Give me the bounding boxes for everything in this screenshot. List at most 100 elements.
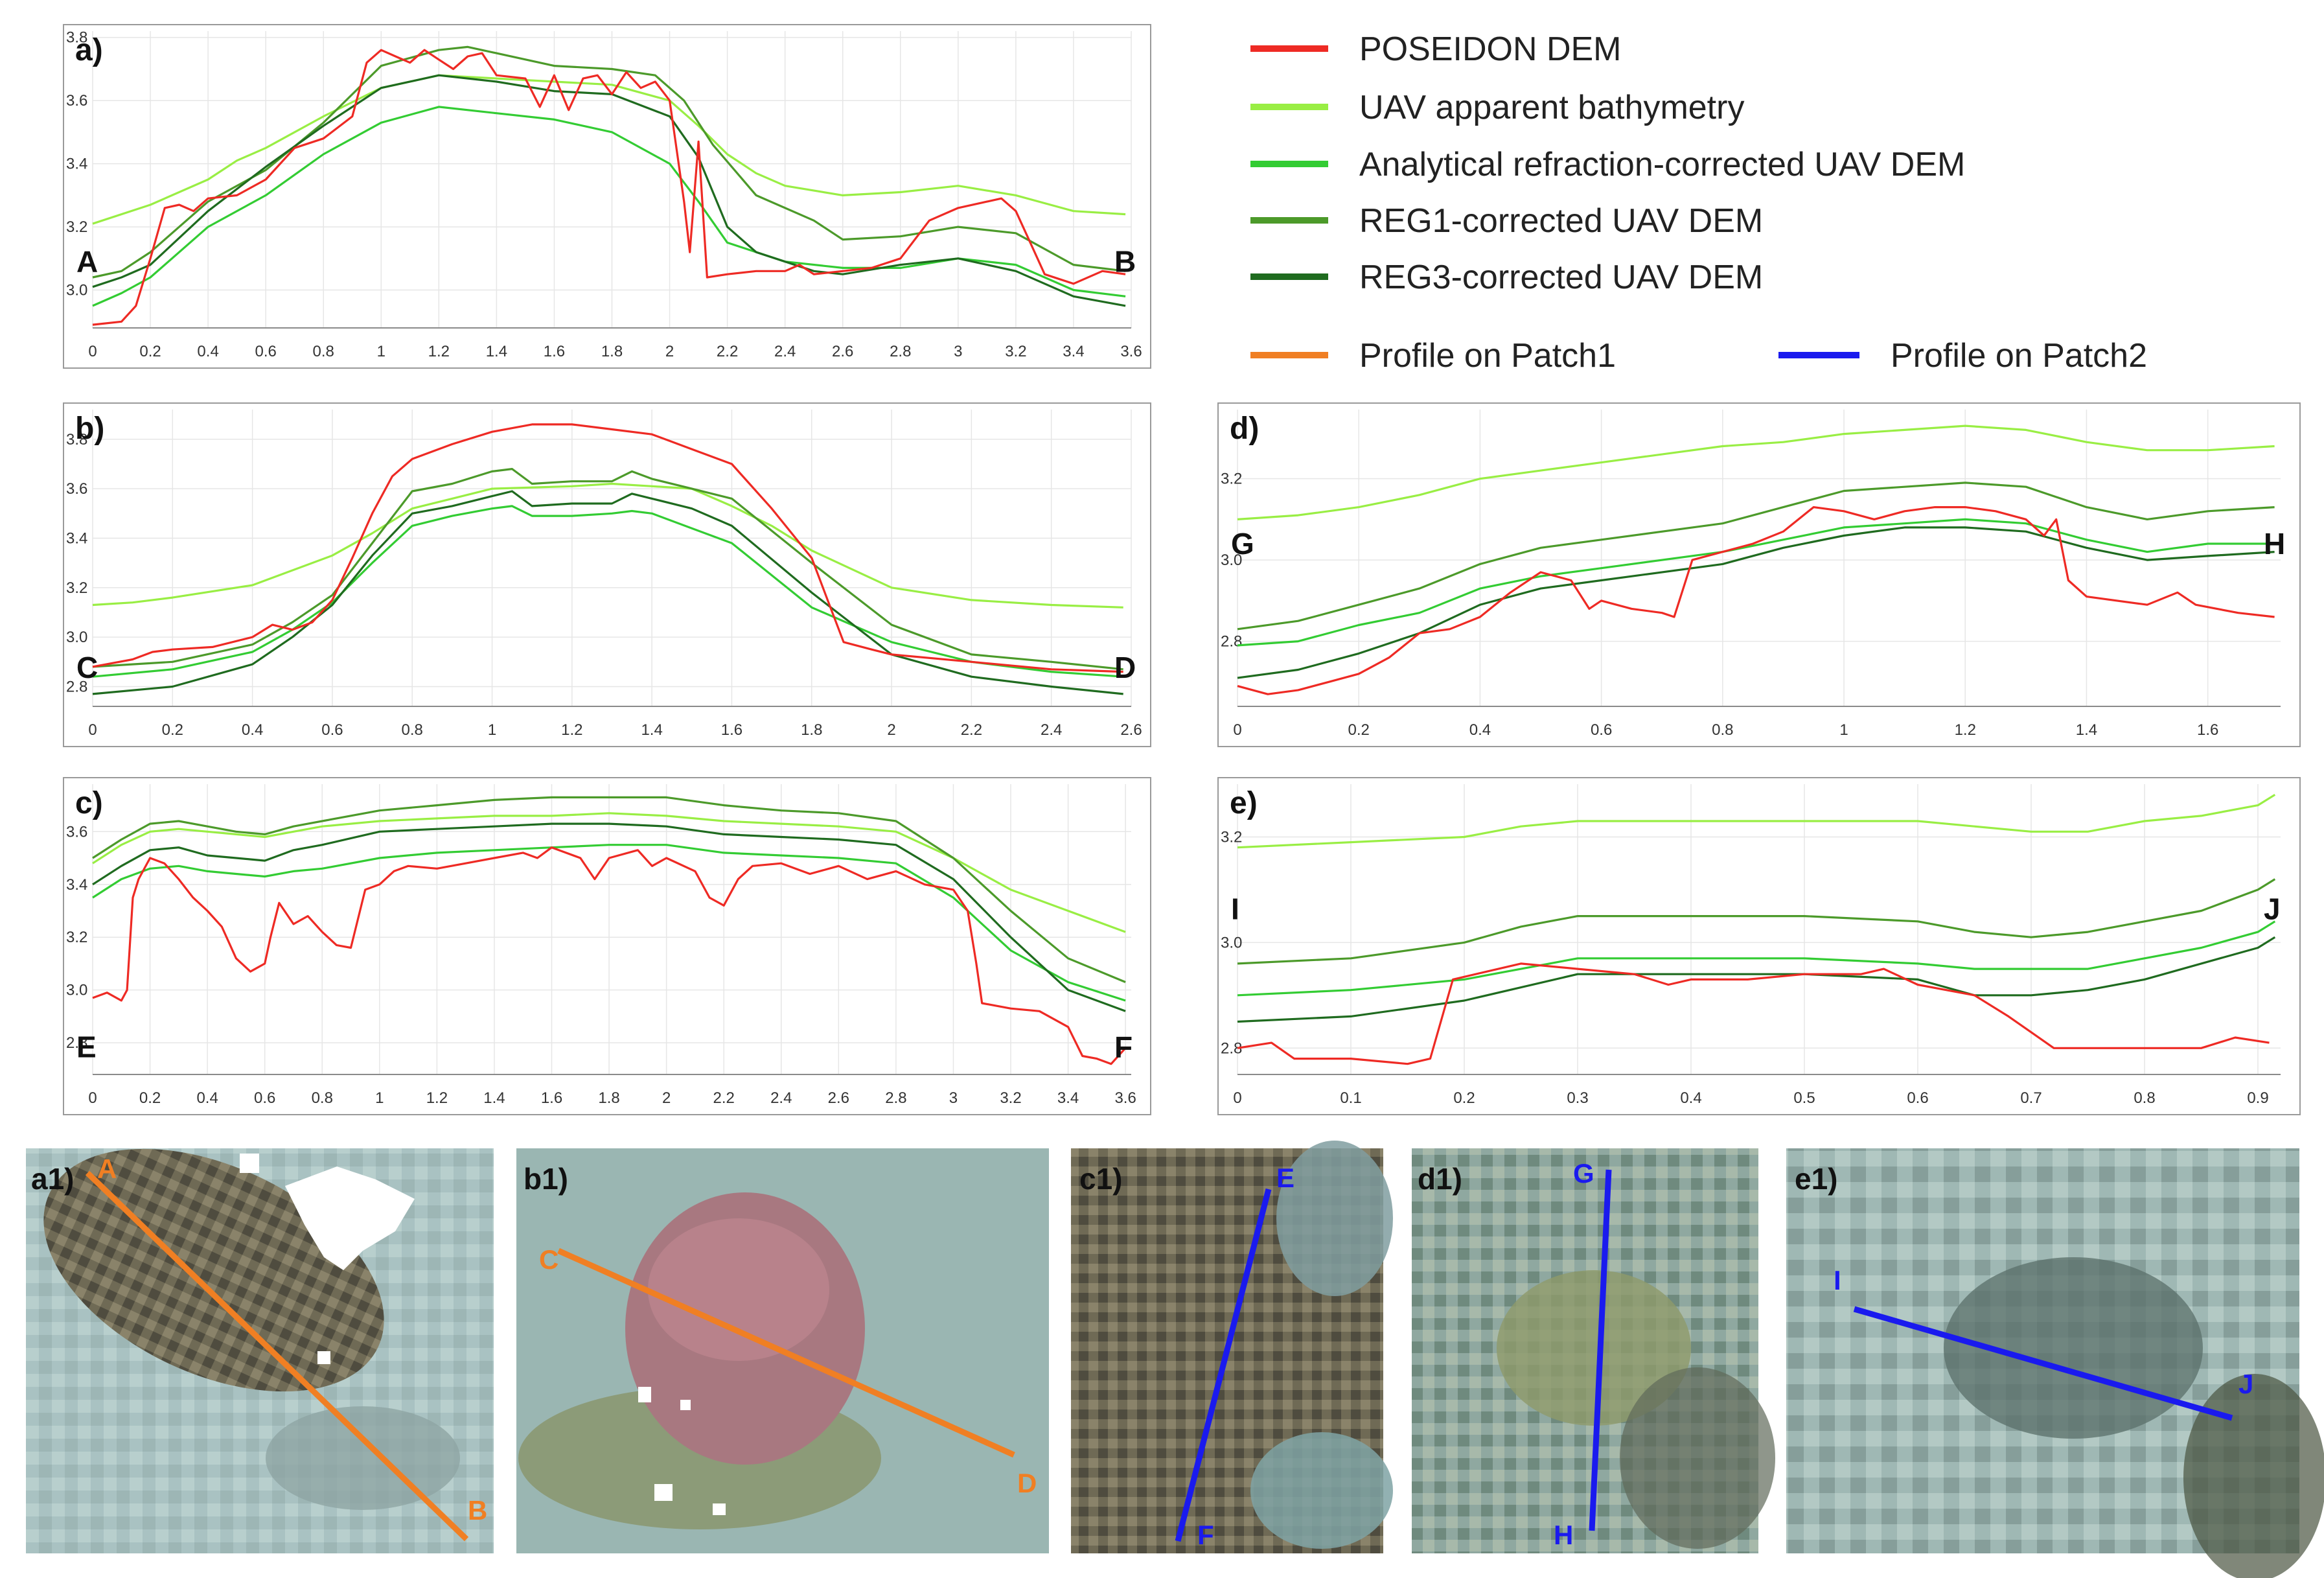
series-line [1237,920,2276,997]
x-tick-label: 1.2 [428,343,450,360]
panel-frame [1217,402,2301,747]
y-tick-label: 2.8 [1221,633,1242,651]
profile-start-letter: A [97,1154,117,1184]
y-tick-label: 3.2 [66,929,87,946]
panel-frame [1217,777,2301,1115]
x-tick-label: 2.4 [1041,721,1062,739]
y-tick-label: 3.4 [66,156,87,173]
x-tick-label: 2.2 [961,721,982,739]
profile-start-letter: G [1573,1158,1594,1189]
y-tick-label: 3.8 [66,29,87,47]
photo-b1 [516,1148,1049,1553]
x-tick-label: 0.6 [255,343,276,360]
profile-start-label: A [76,245,98,279]
profile-start-label: C [76,651,98,684]
legend-label: REG1-corrected UAV DEM [1359,202,1763,240]
chart-panel-a: 0 0.2 0.4 0.6 0.8 1 1.2 1.4 1.6 1.8 2 2.2 2.4 2.6 2.8 3… [63,24,1151,369]
y-tick-label: 3.4 [66,876,87,894]
x-tick-label: 1.2 [561,721,582,739]
photo-insets: a1) A Bb1) C Dc1) E Fd1) G He1) I J [26,1141,2324,1578]
x-tick-label: 1.2 [426,1089,448,1107]
profile-end-letter: F [1197,1520,1214,1550]
profile-start-label: I [1231,892,1239,925]
x-tick-label: 3.2 [1000,1089,1021,1107]
series-line [92,796,1126,983]
profile-end-letter: D [1017,1468,1037,1498]
x-tick-label: 2 [887,721,895,739]
series-line [92,49,1126,326]
y-tick-label: 3.4 [66,529,87,547]
x-tick-label: 0.9 [2247,1089,2268,1107]
x-tick-label: 0.8 [312,1089,333,1107]
series-line [92,74,1126,307]
profile-line [85,1170,469,1542]
legend-item: Analytical refraction-corrected UAV DEM [1250,146,1965,183]
profile-start-letter: I [1834,1265,1841,1295]
x-tick-label: 1 [377,343,385,360]
x-tick-label: 0.2 [139,1089,161,1107]
photo-label: e1) [1795,1162,1837,1196]
x-tick-label: 1.8 [601,343,623,360]
x-tick-label: 1.6 [541,1089,562,1107]
profile-line [557,1247,1015,1458]
x-tick-label: 2.4 [774,343,796,360]
series-line [92,844,1126,1002]
chart-panels: 0 0.2 0.4 0.6 0.8 1 1.2 1.4 1.6 1.8 2 2.2 2.4 2.6 2.8 3… [63,24,2301,1115]
series-line [92,482,1123,609]
profile-line [1853,1306,2233,1421]
x-tick-label: 2.6 [828,1089,849,1107]
photo-overlay-e1: e1) I J [1795,1162,2253,1421]
x-tick-label: 0 [88,1089,97,1107]
panel-label: d) [1230,412,1259,446]
series-line [92,812,1126,933]
x-tick-label: 1.4 [483,1089,505,1107]
photo-label: d1) [1418,1162,1462,1196]
y-tick-label: 3.8 [66,431,87,448]
profile-end-letter: J [2238,1369,2253,1399]
y-tick-label: 2.8 [66,678,87,695]
x-tick-label: 1.6 [721,721,742,739]
x-tick-label: 0.4 [196,1089,218,1107]
legend-label: POSEIDON DEM [1359,30,1622,68]
x-tick-label: 0.6 [1591,721,1612,739]
x-tick-label: 1.4 [641,721,662,739]
series-line [1237,526,2275,679]
profile-start-label: G [1231,527,1254,561]
panel-frame [63,24,1151,369]
chart-panel-d: 0 0.2 0.4 0.6 0.8 1 1.2 1.4 1.6 2.8 3.0 3.2 d) G H [1217,402,2301,747]
y-tick-label: 3.2 [66,218,87,236]
x-tick-label: 1.6 [544,343,565,360]
y-tick-label: 3.6 [66,823,87,841]
x-tick-label: 2.8 [885,1089,906,1107]
series-line [1237,424,2275,520]
x-tick-label: 0.4 [1469,721,1491,739]
photo-label: c1) [1079,1162,1122,1196]
series-line [1237,936,2276,1023]
x-tick-label: 0.2 [1453,1089,1475,1107]
x-tick-label: 2 [662,1089,671,1107]
photo-label: a1) [31,1162,74,1196]
x-tick-label: 3 [954,343,962,360]
panel-label: b) [75,412,104,446]
profile-end-label: F [1114,1030,1133,1064]
photo-overlay-d1: d1) G H [1418,1158,1612,1550]
legend-item: POSEIDON DEM [1250,30,1622,68]
x-tick-label: 0.6 [321,721,343,739]
x-tick-label: 1.8 [598,1089,619,1107]
x-tick-label: 0.4 [197,343,218,360]
legend-label: UAV apparent bathymetry [1359,89,1744,126]
profile-end-letter: B [468,1495,487,1526]
photo-d1 [1412,1148,1775,1553]
series-line [1237,518,2275,647]
panel-frame [63,777,1151,1115]
panel-label: e) [1230,786,1258,820]
y-tick-label: 3.0 [66,982,87,999]
x-tick-label: 2.2 [717,343,738,360]
panel-label: a) [75,33,103,67]
y-tick-label: 3.6 [66,480,87,498]
panel-label: c) [75,786,103,820]
legend-item: REG3-corrected UAV DEM [1250,259,1763,296]
x-tick-label: 1 [375,1089,384,1107]
chart-panel-c: 0 0.2 0.4 0.6 0.8 1 1.2 1.4 1.6 1.8 2 2.2 2.4 2.6 2.8 3… [63,777,1151,1115]
series-line [92,468,1123,671]
